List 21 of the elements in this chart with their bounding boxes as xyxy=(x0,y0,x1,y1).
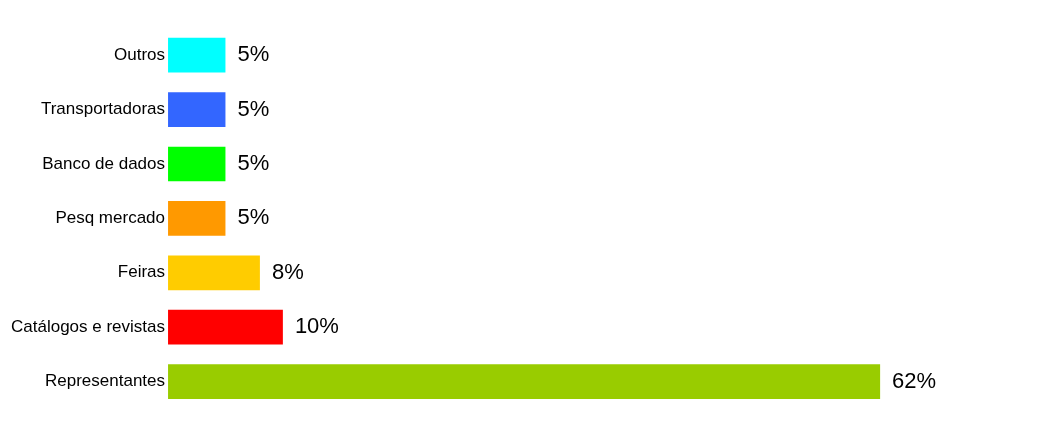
y-tick-label: Transportadoras xyxy=(40,99,166,119)
y-tick-label: Representantes xyxy=(44,371,166,391)
bar xyxy=(168,201,226,236)
data-label: 5% xyxy=(237,95,270,121)
bar xyxy=(168,309,283,345)
bar xyxy=(168,255,260,291)
bar xyxy=(168,37,226,73)
y-tick-label: Banco de dados xyxy=(42,153,166,173)
data-label: 5% xyxy=(237,150,270,176)
data-label: 10% xyxy=(294,313,339,339)
y-tick-label: Catálogos e revistas xyxy=(10,316,166,336)
bar xyxy=(168,92,226,127)
data-label: 62% xyxy=(892,367,937,393)
data-label: 8% xyxy=(271,258,304,284)
bar xyxy=(168,364,881,399)
y-tick-label: Feiras xyxy=(117,262,166,282)
data-label: 5% xyxy=(237,41,270,67)
data-label: 5% xyxy=(237,204,270,230)
y-tick-label: Outros xyxy=(113,44,166,64)
bar xyxy=(168,146,226,182)
y-tick-label: Pesq mercado xyxy=(55,208,166,228)
